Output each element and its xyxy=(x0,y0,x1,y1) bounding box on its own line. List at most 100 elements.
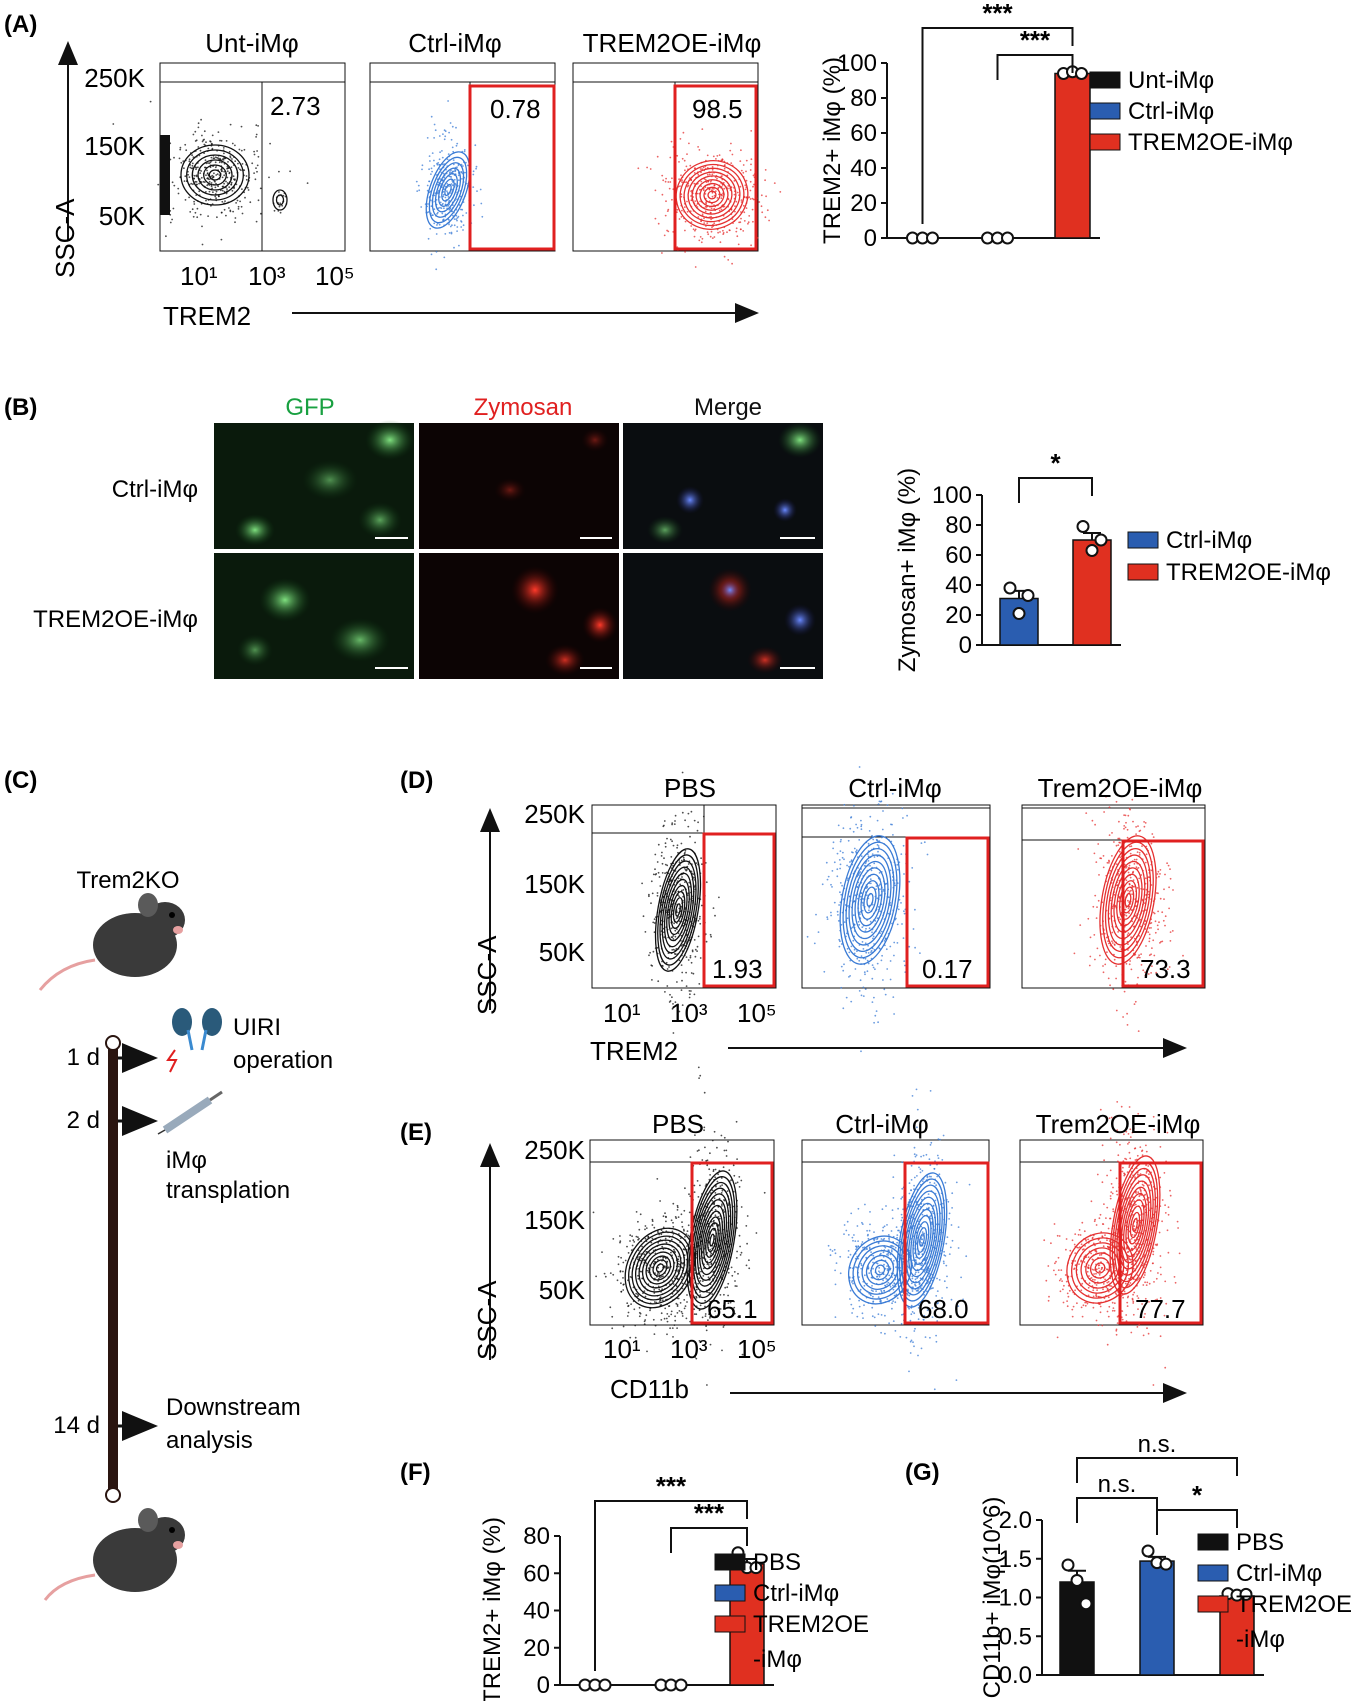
chart-G-ytick-label: 1.5 xyxy=(999,1546,1032,1573)
chart-G-ytick-label: 0.5 xyxy=(999,1623,1032,1650)
chart-G-bar-1 xyxy=(1139,1560,1175,1676)
chart-A-legend-label-1: Ctrl-iMφ xyxy=(1128,98,1214,125)
panel-c-step3-day: 14 d xyxy=(53,1412,100,1439)
chart-B-ytick-label: 60 xyxy=(945,542,972,569)
chart-G-significance-bracket-0 xyxy=(1076,1457,1238,1483)
panel-a-flow-plot-trem2oe: TREM2OE-iMφ 98.5 xyxy=(572,28,782,268)
mouse-icon-bottom xyxy=(43,1508,185,1601)
kidney-icon xyxy=(166,1008,222,1073)
panel-e-flow: SSC-A 250K 150K 50K 10¹ 10³ 10⁵ CD11b PB… xyxy=(472,1066,1204,1404)
panel-d-flow: SSC-A 250K 150K 50K 10¹ 10³ 10⁵ TREM2 PB… xyxy=(472,766,1206,1066)
panel-a-flow-value-trem2oe: 98.5 xyxy=(692,94,743,124)
panel-c-timeline: Trem2KO 1 d UIRI operation 2 d i xyxy=(38,867,333,1601)
panel-d-flow-value-trem2oe: 73.3 xyxy=(1140,954,1191,984)
panel-a-ytick-150k: 150K xyxy=(84,131,145,161)
chart-G-significance-label-2: * xyxy=(1192,1480,1203,1510)
chart-F-ytick-label: 40 xyxy=(523,1598,550,1625)
panel-a-xtick-3: 10³ xyxy=(248,261,286,291)
chart-F-legend-label-2: TREM2OE xyxy=(753,1611,869,1638)
panel-b-row-ctrl: Ctrl-iMφ xyxy=(112,476,198,503)
chart-F-legend-label-0: PBS xyxy=(753,1549,801,1576)
chart-B-ytick-label: 0 xyxy=(959,632,972,659)
panel-d-ytick-250k: 250K xyxy=(524,799,585,829)
panel-c-step3-text1: Downstream xyxy=(166,1394,301,1421)
panel-e-ylabel: SSC-A xyxy=(472,1280,502,1360)
chart-G-legend-label-1: Ctrl-iMφ xyxy=(1236,1560,1322,1587)
chart-F-ylabel: TREM2+ iMφ (%) xyxy=(479,1517,506,1701)
panel-b-row-trem2oe: TREM2OE-iMφ xyxy=(33,606,198,633)
chart-G-point-0-1 xyxy=(1070,1573,1084,1587)
panel-e-flow-title-ctrl: Ctrl-iMφ xyxy=(835,1109,928,1139)
chart-B-ytick-label: 40 xyxy=(945,572,972,599)
panel-e-flow-value-pbs: 65.1 xyxy=(707,1294,758,1324)
panel-e-flow-title-trem2oe: Trem2OE-iMφ xyxy=(1036,1109,1201,1139)
panel-label-a: (A) xyxy=(4,11,37,38)
panel-e-flow-plot-ctrl: Ctrl-iMφ 68.0 xyxy=(801,1088,990,1391)
chart-A-legend-swatch-0 xyxy=(1089,71,1121,89)
chart-G-significance-label-0: n.s. xyxy=(1138,1431,1177,1458)
panel-d-xtick-3: 10³ xyxy=(670,998,708,1028)
chart-F-point-0-2 xyxy=(598,1678,612,1692)
panel-c-step1-text2: operation xyxy=(233,1047,333,1074)
panel-a-flow-title-ctrl: Ctrl-iMφ xyxy=(408,28,501,58)
panel-a-xlabel: TREM2 xyxy=(163,301,251,331)
chart-F-significance-label-0: *** xyxy=(656,1471,687,1501)
chart-G-legend-label-2: TREM2OE xyxy=(1236,1591,1352,1618)
panel-e-flow-plot-trem2oe: Trem2OE-iMφ 77.7 xyxy=(1019,1101,1204,1386)
chart-G-ytick-label: 2.0 xyxy=(999,1507,1032,1534)
panel-d-flow-plot-trem2oe: Trem2OE-iMφ 73.3 xyxy=(1021,773,1206,1032)
chart-F-point-1-2 xyxy=(674,1678,688,1692)
panel-d-flow-plot-ctrl: Ctrl-iMφ 0.17 xyxy=(801,766,991,1053)
chart-B-point-1-2 xyxy=(1094,533,1108,547)
panel-e-flow-plot-pbs: PBS 65.1 xyxy=(589,1066,775,1386)
panel-d-flow-title-ctrl: Ctrl-iMφ xyxy=(848,773,941,803)
panel-c-step1-day: 1 d xyxy=(67,1044,100,1071)
panel-c-mouse-label: Trem2KO xyxy=(76,867,179,894)
panel-d-xtick-1: 10¹ xyxy=(603,998,641,1028)
panel-c-step1-text1: UIRI xyxy=(233,1014,281,1041)
chart-B-significance-bracket-0 xyxy=(1018,477,1093,503)
chart-G-significance-bracket-1 xyxy=(1076,1497,1158,1523)
panel-label-d: (D) xyxy=(400,767,433,794)
chart-B-point-0-1 xyxy=(1012,607,1026,620)
chart-F-ytick-label: 0 xyxy=(537,1672,550,1699)
chart-B-legend-label-0: Ctrl-iMφ xyxy=(1166,527,1252,554)
chart-G-point-0-2 xyxy=(1079,1597,1093,1611)
chart-G-legend-label-0: PBS xyxy=(1236,1529,1284,1556)
chart-B-point-0-0 xyxy=(1003,581,1017,595)
panel-b-channel-merge: Merge xyxy=(694,394,762,421)
panel-d-ylabel: SSC-A xyxy=(472,935,502,1015)
chart-B-bar-1 xyxy=(1072,539,1112,646)
panel-a-xtick-1: 10¹ xyxy=(180,261,218,291)
chart-A-significance-label-0: *** xyxy=(982,0,1013,28)
chart-F-ytick-label: 20 xyxy=(523,1635,550,1662)
chart-F-significance-bracket-0 xyxy=(594,1500,748,1671)
panel-f-bar-chart: 0 20 40 60 80 TREM2+ iMφ (%) ****** PBS Ctrl-iMφ… xyxy=(479,1471,869,1701)
panel-c-step2-text1: iMφ xyxy=(166,1147,207,1174)
chart-F-legend-label-1: Ctrl-iMφ xyxy=(753,1580,839,1607)
panel-d-flow-title-pbs: PBS xyxy=(664,773,716,803)
chart-A-ylabel: TREM2+ iMφ (%) xyxy=(819,57,846,244)
chart-B-legend-swatch-1 xyxy=(1127,563,1159,581)
panel-e-xtick-3: 10³ xyxy=(670,1334,708,1364)
panel-d-xtick-5: 10⁵ xyxy=(737,998,777,1028)
chart-G-legend-swatch-1 xyxy=(1197,1564,1229,1582)
panel-d-flow-plot-pbs: PBS 1.93 xyxy=(591,771,777,1034)
panel-b-microscopy: GFP Zymosan Merge Ctrl-iMφ TREM2OE-iMφ xyxy=(33,394,823,679)
panel-label-f: (F) xyxy=(400,1459,431,1486)
chart-A-legend-label-0: Unt-iMφ xyxy=(1128,67,1214,94)
panel-d-ytick-50k: 50K xyxy=(539,937,586,967)
panel-a-flow-value-ctrl: 0.78 xyxy=(490,94,541,124)
chart-A-significance-bracket-1 xyxy=(996,54,1074,80)
panel-label-g: (G) xyxy=(905,1459,940,1486)
panel-e-xtick-5: 10⁵ xyxy=(737,1334,777,1364)
panel-d-flow-value-ctrl: 0.17 xyxy=(922,954,973,984)
panel-label-e: (E) xyxy=(400,1119,432,1146)
panel-e-ytick-150k: 150K xyxy=(524,1205,585,1235)
panel-b-bar-chart: 0 20 40 60 80 100 Zymosan+ iMφ (%) * Ctrl-iMφ TRE… xyxy=(894,448,1331,672)
chart-A-ytick-label: 60 xyxy=(850,120,877,147)
chart-F-ytick-label: 60 xyxy=(523,1560,550,1587)
panel-e-ytick-250k: 250K xyxy=(524,1135,585,1165)
